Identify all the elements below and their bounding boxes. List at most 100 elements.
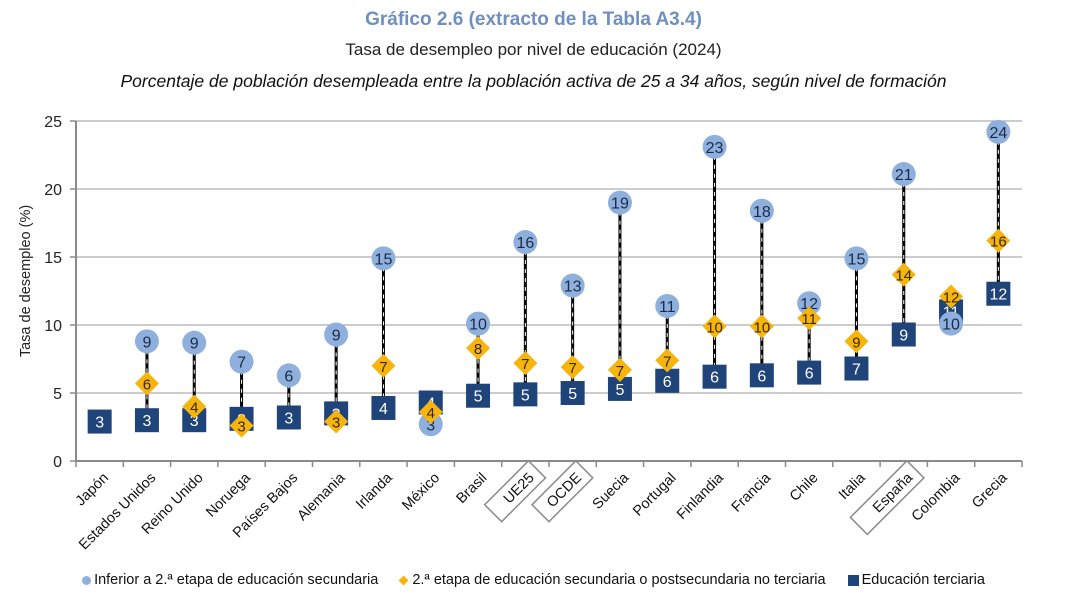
legend-item-upper-secondary: 2.ª etapa de educación secundaria o post… <box>398 572 826 588</box>
upper-secondary-marker <box>844 329 869 354</box>
tertiary-data-label: 3 <box>95 415 104 432</box>
x-category-label-group: México <box>399 470 443 514</box>
tertiary-marker <box>560 381 585 405</box>
upper-secondary-marker <box>939 284 964 309</box>
highlight-box <box>530 459 594 523</box>
x-category-label: Alemania <box>294 469 349 524</box>
tertiary-marker <box>655 368 680 393</box>
upper-secondary-marker <box>560 355 585 380</box>
x-category-label: Irlanda <box>353 469 396 512</box>
upper-secondary-marker <box>418 400 443 425</box>
x-category-label-group: Irlanda <box>353 469 396 512</box>
tertiary-marker <box>986 281 1011 306</box>
tertiary-marker <box>466 383 491 408</box>
upper-secondary-marker <box>324 409 349 434</box>
y-tick-label: 20 <box>44 182 62 199</box>
upper-secondary-marker <box>607 357 632 382</box>
tertiary-data-label: 3 <box>284 410 293 427</box>
x-category-label-group: Finlandia <box>674 469 728 523</box>
upper-secondary-marker <box>655 348 680 373</box>
x-category-label: OCDE <box>544 470 585 511</box>
y-axis-label: Tasa de desempleo (%) <box>18 205 34 357</box>
lower-secondary-marker <box>986 119 1011 144</box>
tertiary-marker <box>134 408 159 433</box>
x-category-label: Grecia <box>969 469 1011 511</box>
lower-secondary-marker <box>702 134 727 159</box>
upper-secondary-marker <box>702 314 727 339</box>
lower-secondary-data-label: 7 <box>237 355 246 372</box>
upper-secondary-data-label: 7 <box>568 360 576 377</box>
lower-secondary-marker <box>607 190 632 215</box>
lower-secondary-data-label: 11 <box>659 299 676 316</box>
upper-secondary-marker <box>134 371 159 396</box>
y-tick-label: 25 <box>44 114 62 131</box>
tertiary-data-label: 5 <box>521 387 530 404</box>
x-category-label: Suecia <box>590 469 633 512</box>
tertiary-marker <box>87 409 112 434</box>
upper-secondary-data-label: 14 <box>895 268 912 285</box>
lower-secondary-marker <box>324 322 349 347</box>
upper-secondary-data-label: 6 <box>143 376 151 393</box>
highlight-box <box>849 459 925 536</box>
upper-secondary-data-label: 9 <box>852 334 860 351</box>
y-tick-label: 15 <box>44 250 62 267</box>
tertiary-data-label: 5 <box>568 386 577 403</box>
legend-item-lower-secondary: Inferior a 2.ª etapa de educación secund… <box>82 572 378 588</box>
tertiary-marker <box>891 322 916 347</box>
x-category-label: Francia <box>729 469 775 515</box>
x-category-label: Brasil <box>453 470 490 507</box>
chart-subtitle: Tasa de desempleo por nivel de educación… <box>345 40 722 59</box>
lower-secondary-marker <box>276 363 301 388</box>
x-category-label-group: Suecia <box>590 469 633 512</box>
y-tick-label: 10 <box>44 318 62 335</box>
tertiary-data-label: 6 <box>710 370 719 387</box>
tertiary-data-label: 6 <box>805 366 814 383</box>
lower-secondary-data-label: 9 <box>332 328 341 345</box>
lower-secondary-data-label: 19 <box>611 196 629 213</box>
x-category-label-group: Alemania <box>294 469 349 524</box>
upper-secondary-data-label: 4 <box>190 400 198 417</box>
lower-secondary-data-label: 13 <box>564 279 582 296</box>
tertiary-data-label: 5 <box>474 389 483 406</box>
lower-secondary-marker <box>182 330 207 355</box>
x-category-label-group: Grecia <box>969 469 1011 511</box>
legend-item-tertiary: Educación terciaria <box>847 572 985 588</box>
tertiary-marker <box>749 363 774 388</box>
lower-secondary-data-label: 23 <box>706 140 724 157</box>
legend-diamond-marker <box>398 575 409 585</box>
x-category-label-group: España <box>849 459 925 536</box>
x-category-label-group: Portugal <box>630 470 680 520</box>
lower-secondary-data-label: 10 <box>942 317 960 334</box>
upper-secondary-data-label: 16 <box>990 234 1007 251</box>
upper-secondary-data-label: 8 <box>474 341 482 358</box>
upper-secondary-marker <box>797 306 822 331</box>
lower-secondary-marker <box>513 230 538 255</box>
y-tick-label: 0 <box>53 454 62 471</box>
x-category-label: Portugal <box>630 470 680 520</box>
x-category-label-group: Brasil <box>453 470 490 507</box>
upper-secondary-data-label: 7 <box>616 363 624 380</box>
legend-label: 2.ª etapa de educación secundaria o post… <box>412 572 826 588</box>
tertiary-marker <box>844 356 869 381</box>
tertiary-marker <box>797 360 822 385</box>
x-category-label: Italia <box>836 469 870 503</box>
tertiary-data-label: 6 <box>757 368 766 385</box>
lower-secondary-marker <box>749 198 774 223</box>
lower-secondary-marker <box>418 412 443 437</box>
chart-description: Porcentaje de población desempleada entr… <box>120 71 947 91</box>
tertiary-marker <box>513 382 538 407</box>
upper-secondary-data-label: 7 <box>663 353 671 370</box>
x-category-label-group: Francia <box>729 469 775 515</box>
x-category-label-group: Italia <box>836 469 870 503</box>
y-tick-label: 5 <box>53 386 62 403</box>
tertiary-data-label: 5 <box>615 382 624 399</box>
tertiary-data-label: 4 <box>379 401 388 418</box>
x-category-label: Chile <box>787 470 822 505</box>
lower-secondary-data-label: 9 <box>142 334 151 351</box>
upper-secondary-data-label: 12 <box>943 289 960 306</box>
tertiary-data-label: 9 <box>899 328 908 345</box>
legend: Inferior a 2.ª etapa de educación secund… <box>0 572 1067 588</box>
lower-secondary-data-label: 16 <box>516 235 534 252</box>
chart-title: Gráfico 2.6 (extracto de la Tabla A3.4) <box>365 9 702 30</box>
